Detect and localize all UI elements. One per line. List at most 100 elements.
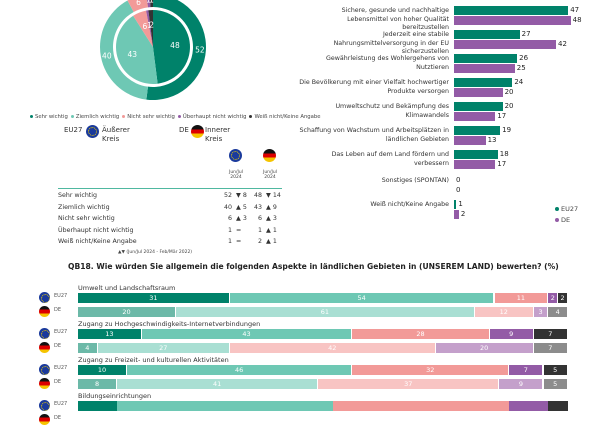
inner-slice-1 <box>115 15 158 85</box>
bar-segment: 13 <box>78 329 141 339</box>
bar-segment: 7 <box>533 329 567 339</box>
category-label: Das Leben auf dem Land fördern und verbe… <box>331 151 449 167</box>
de-flag-icon <box>39 341 50 353</box>
bar-segment: 4 <box>78 343 97 353</box>
value-de: 17 <box>497 160 507 168</box>
value-eu27: 27 <box>521 30 531 38</box>
row-label: Sehr wichtig <box>58 192 98 199</box>
bar-segment: 9 <box>489 329 533 339</box>
legend-dot-de <box>555 218 559 222</box>
inner-slice-2 <box>133 10 153 47</box>
legend-label: Überhaupt nicht wichtig <box>182 114 247 120</box>
bar-segment: 54 <box>229 293 494 303</box>
de-change: ▲ 3 <box>266 215 277 223</box>
bar-eu27 <box>454 200 457 209</box>
de-flag-icon <box>39 413 50 425</box>
eu-change: = <box>236 238 242 246</box>
bar-eu27 <box>454 78 513 87</box>
category-label: Weiß nicht/Keine Angabe <box>370 201 449 208</box>
outer-slice-1 <box>100 0 148 100</box>
legend-label: Sehr wichtig <box>35 114 68 120</box>
outer-slice-2 <box>127 0 148 12</box>
row-code: DE <box>54 343 62 349</box>
bar-segment: 2 <box>558 293 567 303</box>
de-value: 2 <box>257 238 262 246</box>
bar-de <box>454 210 459 219</box>
legend-label-de: DE <box>561 216 571 224</box>
value-eu27: 18 <box>499 150 509 158</box>
eu-flag-icon <box>39 327 50 339</box>
row-code: EU27 <box>54 365 68 371</box>
row-label: Überhaupt nicht wichtig <box>58 226 134 234</box>
key-de-desc: Innerer Kreis <box>205 126 231 143</box>
legend-item: Überhaupt nicht wichtig <box>177 114 247 120</box>
group-label: Zugang zu Hochgeschwindigkeits-Internetv… <box>78 320 261 328</box>
de-flag-icon <box>39 377 50 389</box>
bar-segment <box>117 401 333 411</box>
legend-item: Weiß nicht/Keine Angabe <box>249 114 321 120</box>
table-row: Weiß nicht/Keine Angabe 1 = 2 ▲ 1 <box>58 238 278 249</box>
inner-slice-0 <box>153 10 191 84</box>
bar-segment <box>509 401 549 411</box>
value-de: 0 <box>456 186 461 194</box>
legend-label: Nicht sehr wichtig <box>127 114 175 120</box>
table-eu-flag-icon <box>229 149 242 162</box>
bar-eu27 <box>454 102 503 111</box>
key-eu-desc: Äußerer Kreis <box>102 126 130 143</box>
inner-label-3: 1 <box>147 21 152 30</box>
de-value: 43 <box>253 203 262 211</box>
table-de-period: Jun/Jul 2024 <box>263 170 277 180</box>
value-de: 17 <box>497 112 507 120</box>
row-label: Ziemlich wichtig <box>58 203 110 211</box>
category-label: Schaffung von Wachstum und Arbeitsplätze… <box>299 127 449 143</box>
table-footnote: ▲▼ (Jun/Jul 2024 - Feb/Mär 2022) <box>118 250 193 255</box>
outer-label-2: 6 <box>136 0 141 7</box>
table-de-flag-icon <box>263 149 276 162</box>
bar-segment: 4 <box>548 307 567 317</box>
legend-item: Nicht sehr wichtig <box>122 114 175 120</box>
eu-value: 40 <box>223 203 232 211</box>
eu-change: ▼ 8 <box>236 192 247 199</box>
legend-dot <box>177 115 181 118</box>
value-eu27: 20 <box>504 102 514 110</box>
eu-change: ▲ 5 <box>236 203 247 211</box>
bar-eu27 <box>454 54 518 63</box>
bar-eu27 <box>454 126 501 135</box>
bar-segment: 31 <box>78 293 229 303</box>
value-eu27: 26 <box>519 54 529 62</box>
bar-segment: 5 <box>543 379 567 389</box>
outer-label-0: 52 <box>195 45 205 54</box>
table-row: Überhaupt nicht wichtig 1 = 1 ▲ 1 <box>58 227 278 238</box>
bar-segment: 32 <box>352 365 509 375</box>
legend-dot <box>249 115 253 118</box>
bar-segment: 20 <box>78 307 175 317</box>
de-value: 1 <box>257 226 262 234</box>
bar-segment: 41 <box>117 379 318 389</box>
value-de: 13 <box>487 136 497 144</box>
de-value: 48 <box>253 192 262 199</box>
inner-label-1: 43 <box>128 50 138 59</box>
de-change: ▲ 1 <box>266 238 277 246</box>
legend-dot <box>122 115 126 118</box>
key-eu-code: EU27 <box>64 126 83 134</box>
legend-item: Sehr wichtig <box>30 114 68 120</box>
bar-de <box>454 88 503 97</box>
table-divider <box>58 188 282 189</box>
bar-segment: 46 <box>127 365 352 375</box>
bar-segment: 37 <box>318 379 499 389</box>
table-row: Ziemlich wichtig 40 ▲ 5 43 ▲ 9 <box>58 204 278 215</box>
value-de: 48 <box>572 16 582 24</box>
value-de: 20 <box>504 88 514 96</box>
eu-value: 6 <box>227 215 232 223</box>
legend-label: Weiß nicht/Keine Angabe <box>254 114 321 120</box>
bar-eu27 <box>454 30 520 39</box>
de-flag-icon <box>191 125 204 138</box>
bar-segment: 3 <box>533 307 548 317</box>
legend-label-eu27: EU27 <box>561 205 579 213</box>
bar-segment: 7 <box>509 365 543 375</box>
inner-label-0: 48 <box>170 41 180 50</box>
bar-de <box>454 64 515 73</box>
value-eu27: 19 <box>502 126 512 134</box>
group-label: Bildungseinrichtungen <box>78 392 152 400</box>
